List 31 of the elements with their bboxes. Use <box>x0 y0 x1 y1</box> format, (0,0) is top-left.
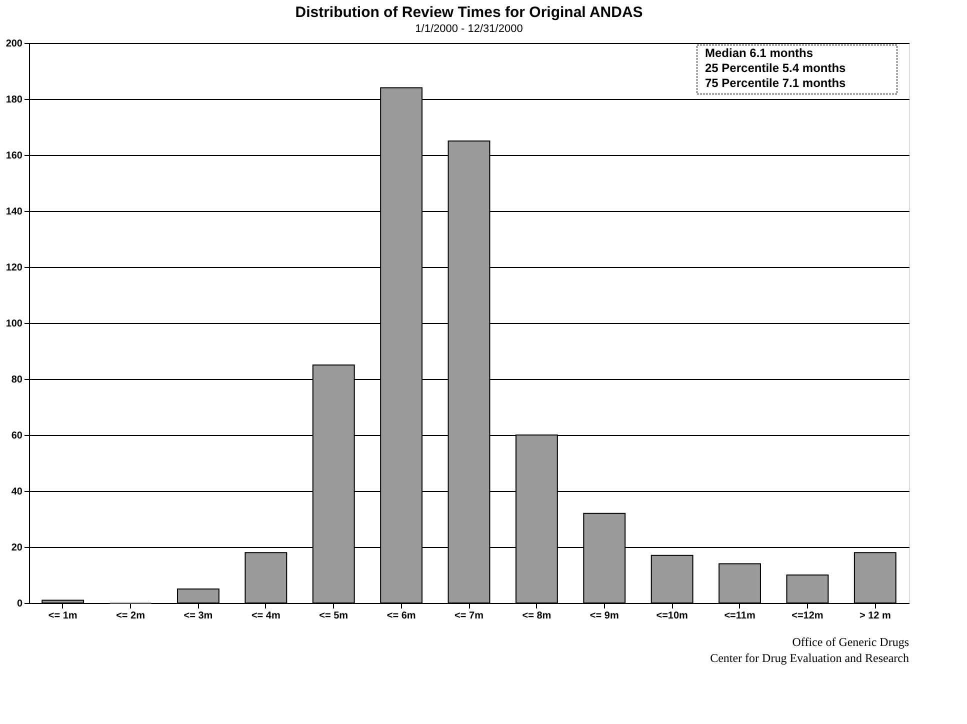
annotation: Median 6.1 months <box>705 46 814 60</box>
x-tick-label: <= 3m <box>184 610 213 622</box>
x-tick-label: <=11m <box>724 610 756 622</box>
y-tick-label: 120 <box>6 262 23 274</box>
x-tick-label: <= 1m <box>48 610 78 622</box>
y-tick-label: 100 <box>6 318 23 330</box>
x-tick-label: <= 6m <box>386 610 416 622</box>
text: Office of Generic Drugs <box>792 635 910 649</box>
x-tick-label: <=12m <box>792 610 824 622</box>
x-tick-label: <=10m <box>656 610 688 622</box>
x-tick-label: <= 2m <box>116 610 146 622</box>
x-tick-label: <= 9m <box>590 610 619 622</box>
y-tick-label: 140 <box>6 206 23 218</box>
y-tick-label: 80 <box>11 374 23 386</box>
y-tick-label: 40 <box>11 486 23 498</box>
x-tick-label: <= 7m <box>454 610 484 622</box>
x-tick-label: <= 4m <box>251 610 280 622</box>
y-tick-label: 0 <box>16 598 23 610</box>
y-tick-label: 180 <box>6 94 23 106</box>
text: Center for Drug Evaluation and Research <box>710 651 909 665</box>
y-tick-label: 160 <box>6 150 23 162</box>
y-tick-label: 200 <box>6 38 23 50</box>
chart-title: Distribution of Review Times for Original ANDAS <box>295 4 643 21</box>
x-tick-label: <= 5m <box>319 610 348 622</box>
y-tick-label: 20 <box>11 542 23 554</box>
annotation: 75 Percentile 7.1 months <box>705 76 846 90</box>
chart-subtitle: 1/1/2000 - 12/31/2000 <box>415 23 523 35</box>
x-tick-label: > 12 m <box>859 610 891 622</box>
y-tick-label: 60 <box>11 430 23 442</box>
x-tick-label: <= 8m <box>522 610 552 622</box>
annotation: 25 Percentile 5.4 months <box>705 61 846 75</box>
